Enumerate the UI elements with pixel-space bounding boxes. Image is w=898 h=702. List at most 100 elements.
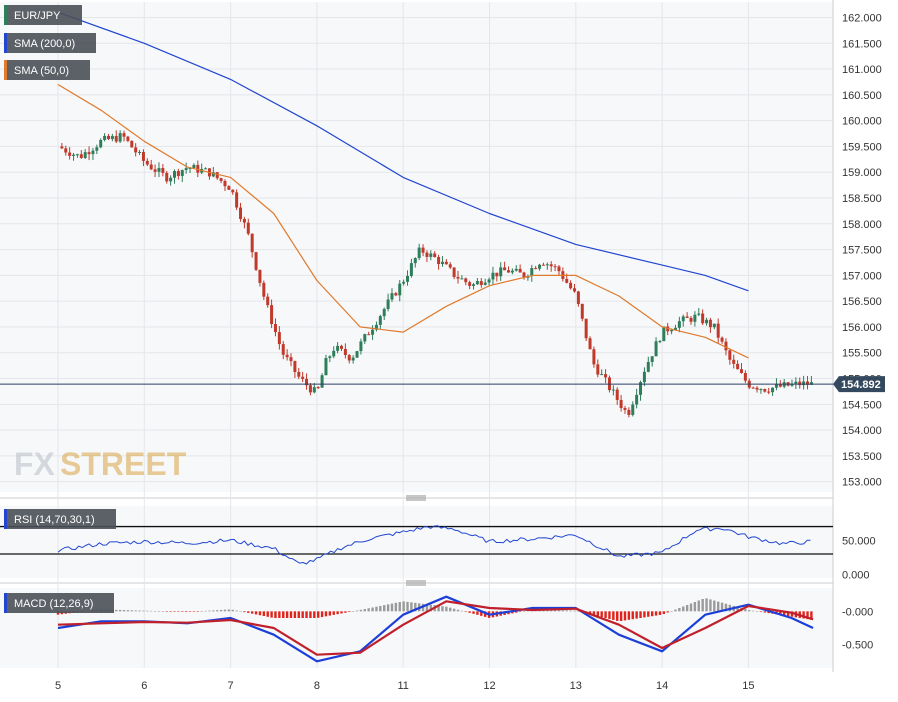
- candle: [355, 350, 359, 359]
- legend-macd-text: MACD (12,26,9): [14, 598, 93, 610]
- candle-body: [724, 341, 728, 351]
- histogram-bar: [724, 603, 728, 612]
- candle-body: [580, 303, 584, 319]
- candle-body: [499, 267, 503, 277]
- candle-body: [68, 152, 72, 156]
- histogram-bar: [565, 610, 568, 612]
- candle-body: [646, 361, 650, 372]
- candle: [806, 376, 810, 390]
- histogram-bar: [293, 611, 297, 618]
- candle-body: [487, 279, 491, 283]
- histogram-bar: [763, 611, 766, 613]
- histogram-bar: [658, 611, 662, 615]
- histogram-bar: [235, 610, 238, 612]
- candle: [514, 265, 518, 272]
- candle: [293, 360, 297, 379]
- histogram-bar: [452, 608, 456, 612]
- candle-body: [223, 180, 227, 187]
- candle: [635, 388, 639, 409]
- histogram-bar: [351, 611, 355, 612]
- legend-eurjpy[interactable]: EUR/JPY: [4, 5, 82, 25]
- candle-body: [79, 154, 83, 158]
- histogram-bar: [619, 611, 623, 621]
- candle-body: [693, 314, 697, 322]
- candle-body: [774, 384, 778, 388]
- histogram-bar: [685, 605, 689, 612]
- histogram-bar: [153, 611, 157, 612]
- histogram-bar: [437, 605, 440, 612]
- candle: [308, 382, 312, 396]
- histogram-bar: [806, 611, 809, 620]
- histogram-bar: [464, 611, 467, 612]
- candle: [409, 258, 413, 278]
- y-tick-label: 157.500: [842, 245, 882, 257]
- histogram-bar: [577, 611, 580, 612]
- histogram-bar: [340, 611, 343, 614]
- candle-body: [204, 168, 208, 170]
- candle: [569, 280, 573, 290]
- histogram-bar: [134, 610, 137, 612]
- candle-body: [359, 341, 363, 352]
- candle-body: [188, 167, 192, 169]
- histogram-bar: [165, 611, 168, 612]
- candle: [406, 270, 410, 286]
- candle: [215, 171, 219, 180]
- macd-panel: [0, 588, 833, 668]
- candle-body: [673, 327, 677, 330]
- legend-rsi[interactable]: RSI (14,70,30,1): [4, 509, 116, 529]
- histogram-bar: [736, 607, 739, 612]
- candle: [250, 233, 254, 258]
- candle-body: [708, 319, 712, 328]
- legend-rsi-text: RSI (14,70,30,1): [14, 514, 95, 526]
- candle-body: [332, 350, 336, 357]
- histogram-bar: [344, 611, 347, 613]
- histogram-bar: [289, 611, 293, 618]
- histogram-bar: [212, 610, 215, 612]
- candle: [378, 314, 382, 330]
- candle: [611, 385, 615, 396]
- histogram-bar: [701, 599, 704, 612]
- candle: [254, 251, 258, 271]
- candle-body: [705, 319, 709, 324]
- histogram-bar: [169, 611, 172, 612]
- candle-body: [402, 281, 406, 284]
- candle-body: [106, 135, 110, 140]
- candle-body: [642, 371, 646, 383]
- candle: [134, 143, 138, 157]
- histogram-bar: [390, 603, 394, 612]
- legend-sma50[interactable]: SMA (50,0): [4, 60, 90, 80]
- candle-body: [503, 267, 507, 271]
- candle-body: [242, 218, 246, 223]
- histogram-bar: [713, 600, 716, 612]
- candle: [289, 353, 293, 367]
- candle: [165, 170, 169, 184]
- candle-body: [689, 317, 693, 322]
- histogram-bar: [247, 611, 250, 613]
- candle: [553, 263, 557, 272]
- histogram-bar: [402, 601, 405, 612]
- candle-body: [176, 171, 180, 176]
- candle-body: [285, 354, 289, 358]
- candle: [712, 323, 716, 330]
- candle: [324, 354, 328, 376]
- candle: [227, 185, 231, 190]
- histogram-bar: [115, 609, 118, 612]
- macd-histogram: [56, 598, 813, 621]
- candle: [161, 164, 165, 177]
- histogram-bar: [258, 611, 262, 616]
- candle-body: [697, 313, 701, 315]
- candle: [285, 349, 289, 361]
- legend-sma200[interactable]: SMA (200,0): [4, 33, 96, 53]
- rsi-y-tick-label: 50.000: [842, 535, 876, 547]
- candle: [448, 262, 452, 270]
- candle: [495, 272, 499, 282]
- legend-macd[interactable]: MACD (12,26,9): [4, 593, 114, 613]
- splitter-handle-price-rsi[interactable]: [406, 495, 426, 501]
- candle-body: [378, 316, 382, 325]
- candle-body: [149, 164, 153, 170]
- candle: [530, 264, 534, 282]
- splitter-handle-rsi-macd[interactable]: [406, 580, 426, 586]
- candle: [759, 388, 763, 394]
- candle: [242, 216, 246, 229]
